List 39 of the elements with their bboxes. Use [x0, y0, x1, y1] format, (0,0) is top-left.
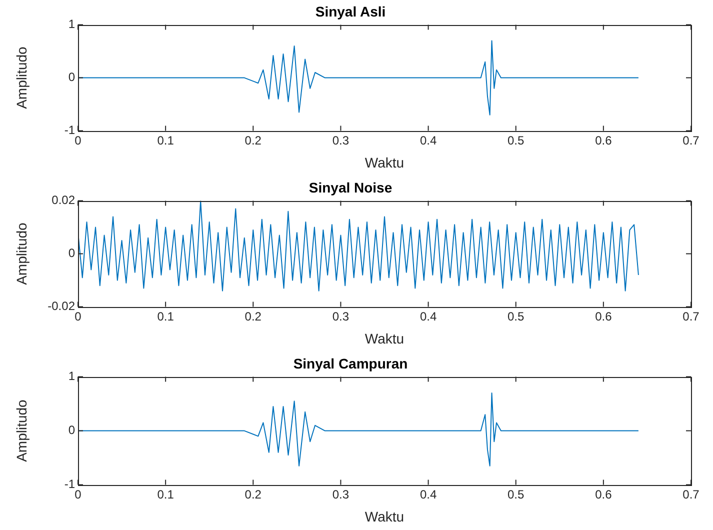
- y-tick-label: 0.02: [52, 193, 76, 208]
- x-tick-label: 0.6: [595, 487, 612, 502]
- x-tick-label: 0.1: [157, 133, 174, 148]
- chart-title: Sinyal Noise: [308, 179, 392, 196]
- y-tick-label: 0: [68, 70, 76, 84]
- x-tick-label: 0.4: [420, 487, 437, 502]
- x-tick-label: 0.7: [682, 133, 700, 148]
- y-tick-label: -1: [64, 477, 76, 492]
- y-tick-label: -0.02: [48, 299, 76, 314]
- y-tick-label: 0: [68, 246, 76, 260]
- x-tick-label: 0.6: [595, 309, 612, 324]
- x-tick-label: 0.5: [508, 487, 525, 502]
- y-tick-label: -1: [64, 123, 76, 138]
- x-axis-title: Waktu: [364, 154, 404, 170]
- x-tick-label: 0.3: [332, 309, 350, 324]
- x-tick-label: 0.2: [244, 133, 262, 148]
- y-tick-label: 1: [68, 17, 76, 32]
- y-axis-title: Amplitudo: [13, 222, 30, 285]
- x-tick-label: 0.3: [332, 487, 350, 502]
- x-tick-label: 0.7: [682, 309, 700, 324]
- y-axis-title: Amplitudo: [13, 399, 30, 462]
- x-axis-title: Waktu: [364, 508, 404, 524]
- y-axis-title: Amplitudo: [13, 46, 30, 109]
- x-tick-label: 0.6: [595, 133, 612, 148]
- x-tick-label: 0.4: [420, 309, 437, 324]
- x-tick-label: 0.4: [420, 133, 437, 148]
- y-tick-label: 1: [68, 369, 76, 384]
- x-tick-label: 0.1: [157, 487, 174, 502]
- x-tick-label: 0.2: [244, 487, 262, 502]
- x-tick-label: 0.3: [332, 133, 350, 148]
- x-tick-label: 0.5: [508, 309, 525, 324]
- x-tick-label: 0.2: [244, 309, 262, 324]
- x-tick-label: 0.1: [157, 309, 174, 324]
- x-axis-title: Waktu: [364, 330, 404, 346]
- chart-title: Sinyal Campuran: [293, 355, 408, 372]
- chart-title: Sinyal Asli: [315, 3, 386, 20]
- y-tick-label: 0: [68, 423, 76, 438]
- x-tick-label: 0.7: [682, 487, 700, 502]
- x-tick-label: 0.5: [508, 133, 525, 148]
